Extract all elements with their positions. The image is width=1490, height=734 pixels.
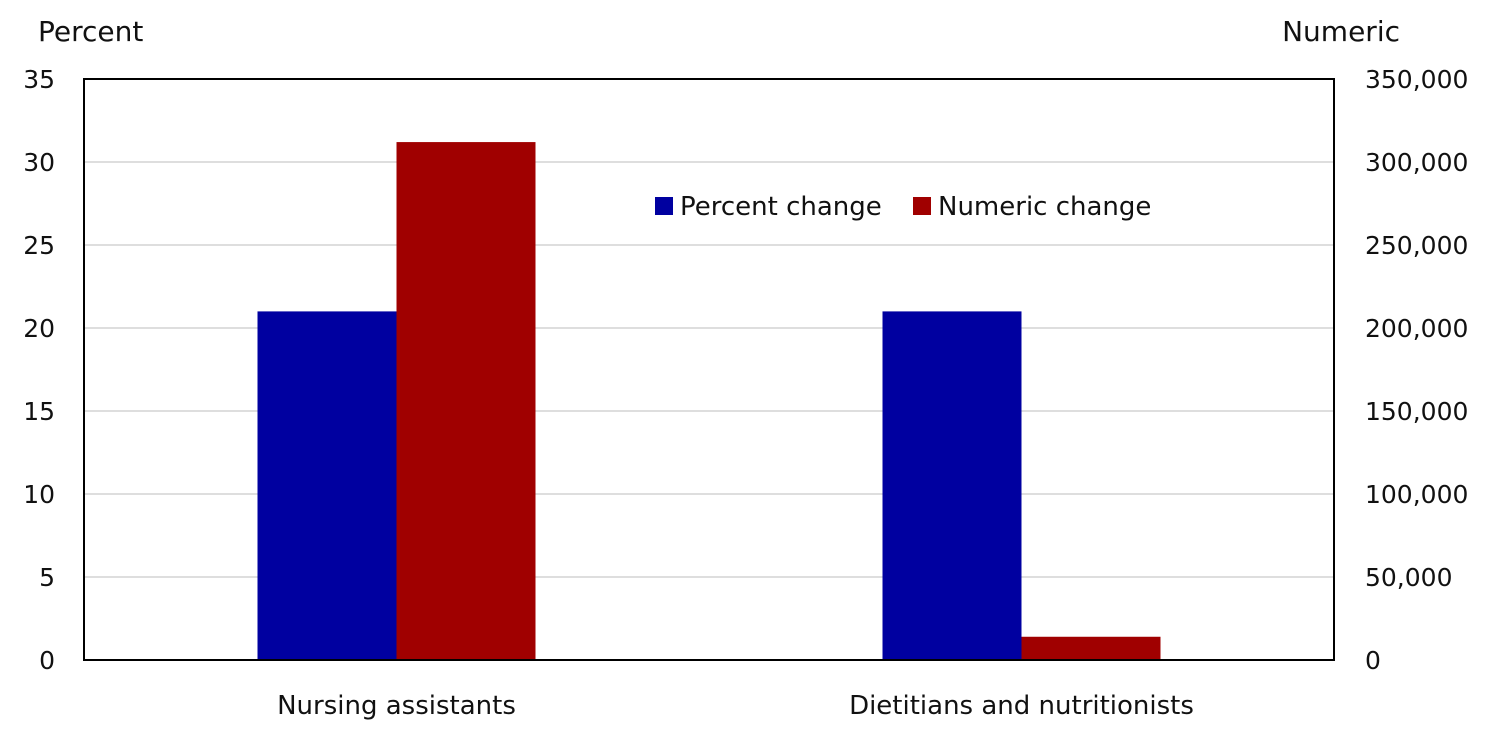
- left-tick-label: 20: [23, 314, 55, 343]
- right-tick-label: 300,000: [1365, 148, 1468, 177]
- left-tick-label: 35: [23, 65, 55, 94]
- right-axis-ticks: 0 50,000 100,000 150,000 200,000 250,000 300,0…: [1365, 65, 1468, 675]
- bar-percent-change: [882, 311, 1022, 660]
- right-tick-label: 350,000: [1365, 65, 1468, 94]
- bar-numeric-change: [1021, 636, 1161, 660]
- left-tick-label: 25: [23, 231, 55, 260]
- legend-label-numeric-change: Numeric change: [938, 192, 1151, 222]
- left-tick-label: 15: [23, 397, 55, 426]
- right-tick-label: 100,000: [1365, 480, 1468, 509]
- right-axis-title: Numeric: [1282, 15, 1400, 48]
- plot-frame: [83, 78, 1335, 661]
- right-tick-label: 200,000: [1365, 314, 1468, 343]
- left-tick-label: 30: [23, 148, 55, 177]
- legend-label-percent-change: Percent change: [680, 192, 882, 222]
- category-label: Dietitians and nutritionists: [849, 691, 1194, 721]
- left-tick-label: 5: [39, 563, 55, 592]
- left-axis-ticks: 0 5 10 15 20 25 30 35: [23, 65, 55, 675]
- left-tick-label: 10: [23, 480, 55, 509]
- bar-numeric-change: [396, 142, 536, 660]
- legend: Percent change Numeric change: [655, 192, 1151, 222]
- legend-swatch-numeric-change: [913, 197, 931, 215]
- bars: [257, 142, 1161, 660]
- category-label: Nursing assistants: [277, 691, 516, 721]
- right-tick-label: 150,000: [1365, 397, 1468, 426]
- left-axis-title: Percent: [38, 15, 143, 48]
- legend-swatch-percent-change: [655, 197, 673, 215]
- left-tick-label: 0: [39, 646, 55, 675]
- right-tick-label: 50,000: [1365, 563, 1452, 592]
- right-tick-label: 0: [1365, 646, 1381, 675]
- category-labels: Nursing assistants Dietitians and nutriti…: [277, 691, 1194, 721]
- right-tick-label: 250,000: [1365, 231, 1468, 260]
- bar-percent-change: [257, 311, 397, 660]
